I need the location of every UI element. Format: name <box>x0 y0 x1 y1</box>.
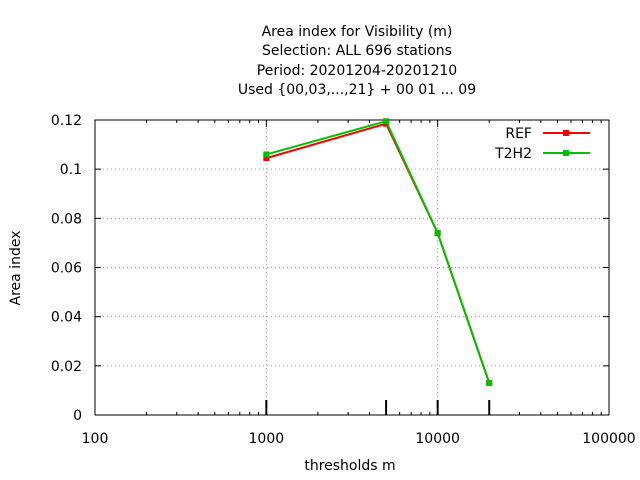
title-line-1: Area index for Visibility (m) <box>262 24 453 40</box>
y-tick-label: 0.02 <box>51 359 82 375</box>
data-point <box>486 380 493 387</box>
y-tick-label: 0.1 <box>60 162 82 178</box>
x-tick-label: 100000 <box>582 431 635 447</box>
y-tick-label: 0.12 <box>51 113 82 129</box>
y-tick-label: 0.08 <box>51 211 82 227</box>
y-axis-label: Area index <box>8 231 24 306</box>
x-tick-label: 100 <box>82 431 109 447</box>
data-point <box>383 118 390 125</box>
series-ref <box>263 120 493 387</box>
legend-marker <box>563 150 569 156</box>
title-line-2: Selection: ALL 696 stations <box>262 43 452 59</box>
data-point <box>263 155 270 162</box>
x-axis-label: thresholds m <box>304 458 395 474</box>
data-point <box>434 230 441 237</box>
title-line-3: Period: 20201204-20201210 <box>257 63 457 79</box>
y-tick-label: 0 <box>73 408 82 424</box>
title-line-4: Used {00,03,...,21} + 00 01 ... 09 <box>238 82 476 98</box>
threshold-markers <box>265 400 491 415</box>
series-line <box>266 120 491 384</box>
chart-title: Area index for Visibility (m) Selection:… <box>238 24 476 98</box>
legend-marker <box>563 130 569 136</box>
x-tick-label: 1000 <box>249 431 285 447</box>
data-point <box>263 151 270 158</box>
legend: REF T2H2 <box>494 126 590 162</box>
legend-label: REF <box>505 126 532 142</box>
series-line <box>266 122 491 384</box>
y-axis-ticks: 0 0.02 0.04 0.06 0.08 0.1 0.12 <box>51 113 609 424</box>
x-tick-label: 10000 <box>415 431 460 447</box>
x-axis-ticks: 100 1000 10000 100000 <box>82 120 636 447</box>
y-tick-label: 0.04 <box>51 310 82 326</box>
series-t2h2 <box>263 118 493 387</box>
series-layer <box>263 118 493 387</box>
legend-label: T2H2 <box>494 146 532 162</box>
y-tick-label: 0.06 <box>51 261 82 277</box>
grid <box>95 120 609 415</box>
